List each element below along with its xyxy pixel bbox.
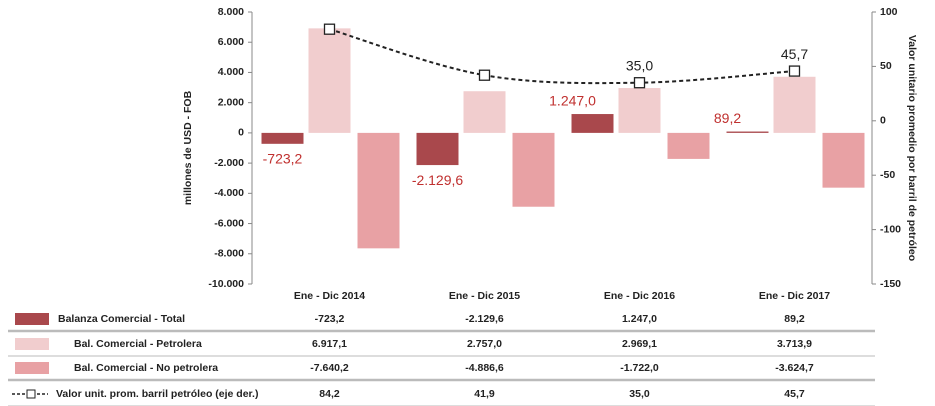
y2-tick-label: -150 [880, 278, 901, 290]
data-label: 1.247,0 [549, 93, 596, 109]
line-label: 45,7 [781, 46, 808, 62]
line [329, 28, 795, 85]
legend-swatch [15, 362, 49, 374]
line-marker [633, 77, 646, 89]
bar [261, 132, 304, 144]
y-tick-label: 4.000 [218, 66, 244, 78]
bar [512, 132, 555, 207]
legend-marker [26, 389, 36, 399]
table-cell: 2.757,0 [467, 338, 502, 350]
x-tick-label: Ene - Dic 2017 [759, 290, 830, 302]
table-cell: 3.713,9 [777, 338, 812, 350]
line-marker [323, 23, 336, 35]
x-tick-label: Ene - Dic 2014 [294, 290, 365, 302]
table-cell: -3.624,7 [775, 362, 814, 374]
table-cell: -723,2 [315, 313, 345, 325]
x-tick-label: Ene - Dic 2016 [604, 290, 675, 302]
y-tick-label: -2.000 [214, 157, 244, 169]
y2-tick-label: 50 [880, 60, 892, 72]
bar [667, 132, 710, 159]
data-label: 89,2 [714, 110, 741, 126]
legend-label: Valor unit. prom. barril petróleo (eje d… [56, 388, 258, 400]
y-tick-label: -4.000 [214, 187, 244, 199]
table-cell: 41,9 [474, 388, 495, 400]
bar [773, 76, 816, 133]
y-tick-label: -10.000 [208, 278, 244, 290]
y-axis-label: millones de USD - FOB [182, 90, 194, 205]
data-label: -2.129,6 [412, 172, 464, 188]
x-tick-label: Ene - Dic 2015 [449, 290, 520, 302]
table-cell: -1.722,0 [620, 362, 659, 374]
bar [571, 114, 614, 133]
bar [416, 132, 459, 166]
table-cell: 2.969,1 [622, 338, 657, 350]
table-cell: 45,7 [784, 388, 805, 400]
y2-tick-label: -50 [880, 169, 895, 181]
line-marker [788, 65, 801, 77]
y-tick-label: -8.000 [214, 248, 244, 260]
table-cell: -4.886,6 [465, 362, 504, 374]
line-marker [478, 69, 491, 81]
bar [308, 28, 351, 133]
legend-swatch [15, 313, 49, 325]
legend-swatch [15, 338, 49, 350]
y2-tick-label: 0 [880, 115, 886, 127]
bar [822, 132, 865, 188]
table-cell: 1.247,0 [622, 313, 657, 325]
line-label: 35,0 [626, 57, 653, 73]
bar [357, 132, 400, 249]
table-cell: 6.917,1 [312, 338, 347, 350]
bar [726, 131, 769, 133]
table-cell: -7.640,2 [310, 362, 349, 374]
y-tick-label: 6.000 [218, 36, 244, 48]
y-tick-label: 8.000 [218, 6, 244, 18]
table-cell: 84,2 [319, 388, 340, 400]
legend-label: Balanza Comercial - Total [58, 313, 185, 325]
y-tick-label: -6.000 [214, 217, 244, 229]
table-cell: 35,0 [629, 388, 650, 400]
table-cell: -2.129,6 [465, 313, 504, 325]
y-tick-label: 0 [238, 127, 244, 139]
y2-tick-label: 100 [880, 6, 898, 18]
bar [618, 88, 661, 133]
table-cell: 89,2 [784, 313, 805, 325]
data-label: -723,2 [263, 151, 303, 167]
y-tick-label: 2.000 [218, 96, 244, 108]
y2-tick-label: -100 [880, 223, 901, 235]
y2-axis-label: Valor unitario promedio por barril de pe… [906, 35, 918, 261]
legend-label: Bal. Comercial - Petrolera [74, 338, 202, 350]
bar [463, 91, 506, 133]
legend-label: Bal. Comercial - No petrolera [74, 362, 218, 374]
